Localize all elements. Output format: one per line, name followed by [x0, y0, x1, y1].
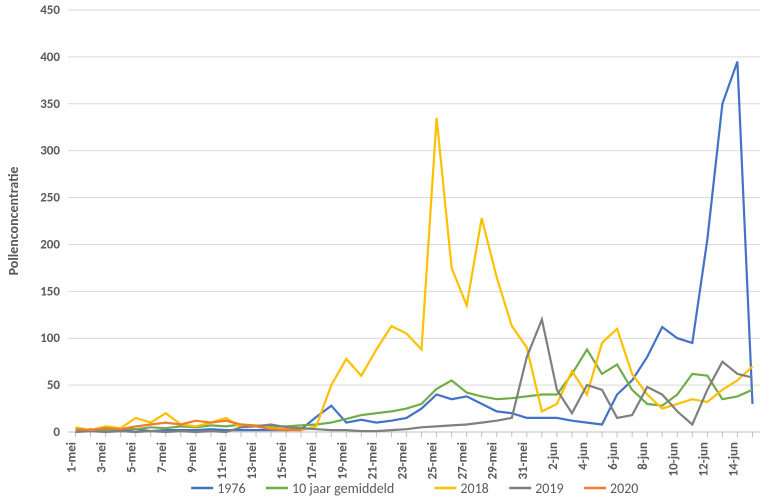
x-tick-label: 15-mei — [275, 442, 290, 479]
y-tick-label: 450 — [40, 3, 60, 18]
x-tick-label: 14-jun — [726, 442, 741, 476]
x-tick-label: 29-mei — [486, 442, 501, 479]
chart-svg: 0 50 100 150 200 250 300 350 400 450 1-mei 3-mei 5-m… — [0, 0, 770, 503]
y-tick-label: 50 — [47, 378, 61, 393]
x-tick-label: 9-mei — [185, 442, 200, 473]
pollen-line-chart: 0 50 100 150 200 250 300 350 400 450 1-mei 3-mei 5-m… — [0, 0, 770, 503]
y-tick-label: 350 — [40, 97, 60, 112]
x-tick-label: 12-jun — [696, 442, 711, 476]
y-tick-label: 250 — [40, 191, 60, 206]
y-tick-label: 100 — [40, 331, 60, 346]
x-tick-label: 25-mei — [426, 442, 441, 479]
x-tick-label: 4-jun — [576, 442, 591, 470]
x-tick-label: 31-mei — [516, 442, 531, 479]
x-tick-label: 10-jun — [666, 442, 681, 476]
legend-label: 10 jaar gemiddeld — [292, 480, 394, 497]
y-tick-label: 300 — [40, 144, 60, 159]
x-tick-label: 19-mei — [335, 442, 350, 479]
legend-label: 2018 — [460, 480, 488, 497]
x-tick-label: 5-mei — [125, 442, 140, 473]
y-tick-label: 0 — [53, 425, 60, 440]
x-tick-label: 21-mei — [365, 442, 380, 479]
x-tick-label: 1-mei — [65, 442, 80, 473]
x-tick-label: 23-mei — [395, 442, 410, 479]
legend-label: 1976 — [217, 480, 245, 497]
x-tick-label: 6-jun — [606, 442, 621, 470]
x-tick-label: 8-jun — [636, 442, 651, 470]
x-tick-label: 7-mei — [155, 442, 170, 473]
x-tick-label: 17-mei — [305, 442, 320, 479]
y-tick-label: 400 — [40, 50, 60, 65]
legend-label: 2019 — [535, 480, 563, 497]
y-axis-label: Pollenconcentratie — [5, 167, 22, 276]
x-tick-label: 27-mei — [456, 442, 471, 479]
x-tick-label: 3-mei — [95, 442, 110, 473]
x-tick-label: 2-jun — [546, 442, 561, 470]
y-tick-label: 200 — [40, 237, 60, 252]
x-tick-label: 13-mei — [245, 442, 260, 479]
y-tick-label: 150 — [40, 284, 60, 299]
x-tick-label: 11-mei — [215, 442, 230, 479]
legend-label: 2020 — [610, 480, 638, 497]
